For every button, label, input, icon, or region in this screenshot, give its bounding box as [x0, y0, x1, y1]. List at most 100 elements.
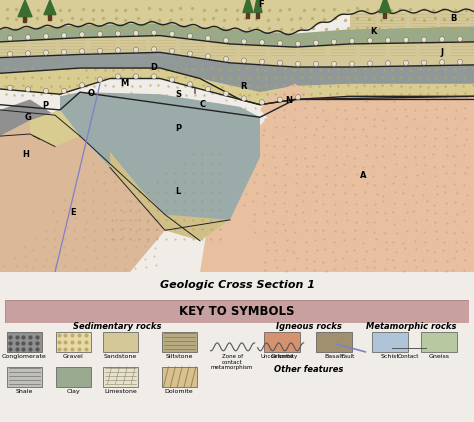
Circle shape: [44, 34, 48, 39]
Polygon shape: [44, 0, 56, 15]
Text: Gravel: Gravel: [63, 354, 84, 359]
Circle shape: [134, 74, 138, 79]
Bar: [372, 332, 408, 352]
Text: Basalt: Basalt: [324, 354, 344, 359]
Circle shape: [8, 51, 12, 57]
Polygon shape: [0, 35, 474, 67]
Circle shape: [313, 40, 319, 46]
Bar: [316, 332, 352, 352]
Text: O: O: [88, 89, 95, 98]
Circle shape: [134, 47, 138, 52]
Polygon shape: [379, 0, 391, 13]
Circle shape: [62, 33, 66, 38]
Polygon shape: [350, 11, 474, 29]
Text: C: C: [200, 100, 206, 109]
Polygon shape: [18, 0, 32, 17]
Polygon shape: [110, 152, 230, 241]
Circle shape: [152, 30, 156, 35]
Bar: [103, 332, 138, 352]
Bar: [264, 332, 300, 352]
Bar: [103, 367, 138, 387]
Circle shape: [134, 30, 138, 36]
Text: M: M: [120, 79, 128, 88]
Text: Sandstone: Sandstone: [104, 354, 137, 359]
Circle shape: [8, 35, 12, 41]
Circle shape: [367, 61, 373, 66]
Text: P: P: [42, 101, 48, 110]
Circle shape: [277, 41, 283, 46]
Polygon shape: [383, 13, 386, 18]
Text: S: S: [175, 90, 181, 99]
Circle shape: [116, 74, 120, 79]
Circle shape: [241, 58, 246, 63]
Circle shape: [98, 31, 102, 37]
Circle shape: [349, 61, 355, 66]
Polygon shape: [30, 110, 80, 146]
Polygon shape: [48, 15, 52, 20]
Circle shape: [98, 77, 102, 82]
Circle shape: [259, 100, 264, 105]
Bar: [162, 367, 197, 387]
Circle shape: [295, 95, 301, 100]
Circle shape: [313, 61, 319, 67]
Circle shape: [224, 91, 228, 96]
Circle shape: [44, 88, 48, 94]
Text: J: J: [440, 49, 443, 57]
Circle shape: [241, 96, 246, 101]
Circle shape: [349, 38, 355, 43]
Text: F: F: [258, 0, 264, 9]
Bar: [56, 367, 91, 387]
Text: KEY TO SYMBOLS: KEY TO SYMBOLS: [179, 305, 295, 318]
Circle shape: [188, 51, 192, 56]
Circle shape: [80, 32, 84, 37]
Circle shape: [170, 49, 174, 54]
Circle shape: [152, 47, 156, 52]
Circle shape: [224, 38, 228, 43]
Text: B: B: [450, 14, 456, 23]
Polygon shape: [246, 13, 249, 18]
Circle shape: [116, 48, 120, 53]
Circle shape: [98, 48, 102, 54]
Circle shape: [206, 35, 210, 41]
Circle shape: [26, 35, 30, 40]
Text: A: A: [360, 171, 366, 180]
Polygon shape: [200, 47, 474, 272]
Circle shape: [331, 39, 337, 44]
Circle shape: [295, 41, 301, 46]
Polygon shape: [24, 17, 27, 22]
Circle shape: [206, 87, 210, 92]
Polygon shape: [0, 100, 55, 136]
Text: L: L: [175, 187, 180, 196]
Circle shape: [295, 61, 301, 67]
Circle shape: [331, 61, 337, 67]
Circle shape: [421, 37, 427, 42]
Circle shape: [26, 51, 30, 56]
Circle shape: [80, 83, 84, 88]
Polygon shape: [256, 13, 259, 18]
Circle shape: [80, 49, 84, 54]
Bar: [56, 332, 91, 352]
Polygon shape: [60, 92, 260, 230]
Text: Siltstone: Siltstone: [165, 354, 193, 359]
Polygon shape: [0, 68, 474, 105]
Bar: [7, 332, 42, 352]
Text: Geologic Cross Section 1: Geologic Cross Section 1: [159, 280, 315, 290]
Polygon shape: [0, 23, 474, 47]
Text: Granite: Granite: [270, 354, 294, 359]
Circle shape: [259, 40, 264, 45]
Text: Schist: Schist: [381, 354, 399, 359]
Text: Sedimentary rocks: Sedimentary rocks: [73, 322, 162, 331]
Text: Dolomite: Dolomite: [165, 389, 193, 394]
Text: Other features: Other features: [274, 365, 343, 374]
Circle shape: [367, 38, 373, 43]
Circle shape: [26, 87, 30, 92]
Circle shape: [421, 60, 427, 65]
Bar: [7, 367, 42, 387]
Text: D: D: [150, 63, 157, 72]
Text: Conglomerate: Conglomerate: [2, 354, 47, 359]
Text: P: P: [175, 124, 181, 133]
Circle shape: [277, 60, 283, 65]
Circle shape: [439, 60, 445, 65]
Polygon shape: [0, 52, 474, 92]
Circle shape: [241, 39, 246, 44]
